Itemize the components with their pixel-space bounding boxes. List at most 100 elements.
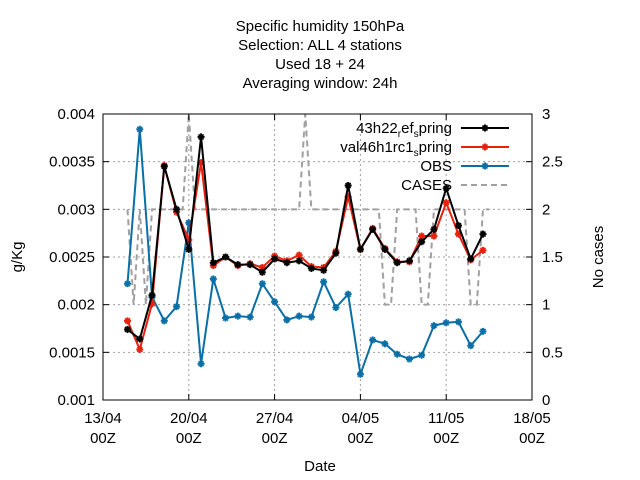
data-point xyxy=(454,318,462,326)
data-point xyxy=(332,249,340,257)
data-point xyxy=(258,280,266,288)
data-point xyxy=(442,199,450,207)
data-point xyxy=(393,350,401,358)
legend-entry: CASES xyxy=(401,177,509,194)
x-tick-label: 20/04 xyxy=(170,410,208,427)
data-point xyxy=(369,225,377,233)
data-point xyxy=(222,253,230,261)
data-point xyxy=(246,261,254,269)
data-point xyxy=(124,280,132,288)
legend-label: CASES xyxy=(401,177,452,194)
data-point xyxy=(479,246,487,254)
data-point xyxy=(454,222,462,230)
y2-tick-label: 2.5 xyxy=(542,154,563,171)
legend-label: 43h22refspring xyxy=(356,120,452,140)
plot-frame xyxy=(102,113,533,401)
y-tick-label: 0.004 xyxy=(57,106,95,123)
legend-marker xyxy=(481,124,489,132)
data-point xyxy=(356,245,364,253)
data-point xyxy=(405,355,413,363)
data-point xyxy=(209,259,217,267)
x-axis-label: Date xyxy=(304,458,336,475)
y2-tick-label: 0.5 xyxy=(542,344,563,361)
x-tick-labels: 13/04 00Z 20/04 00Z 27/04 00Z 04/05 00Z 11/05 00Z… xyxy=(84,410,551,447)
data-point xyxy=(197,360,205,368)
x-tick-label-hour: 00Z xyxy=(347,430,373,447)
data-point xyxy=(356,370,364,378)
legend-entry: 43h22refspring xyxy=(356,120,509,140)
data-point xyxy=(393,259,401,267)
title-line: Selection: ALL 4 stations xyxy=(238,37,402,54)
data-point xyxy=(160,162,168,170)
data-point xyxy=(209,275,217,283)
data-point xyxy=(320,266,328,274)
title-line: Specific humidity 150hPa xyxy=(236,18,405,35)
data-point xyxy=(381,340,389,348)
y2-axis-label: No cases xyxy=(590,226,607,289)
y-tick-label: 0.001 xyxy=(57,392,95,409)
y-tick-labels: 0.001 0.0015 0.002 0.0025 0.003 0.0035 0.004 xyxy=(49,106,95,409)
x-tick-label: 04/05 xyxy=(342,410,380,427)
data-point xyxy=(222,314,230,322)
y2-tick-label: 3 xyxy=(542,106,550,123)
data-point xyxy=(295,257,303,265)
legend-entry: OBS xyxy=(420,158,509,175)
x-tick-label-hour: 00Z xyxy=(519,430,545,447)
data-point xyxy=(258,268,266,276)
data-point xyxy=(136,335,144,343)
data-point xyxy=(185,245,193,253)
legend-label: val46h1rc1spring xyxy=(340,139,452,159)
y2-tick-label: 2 xyxy=(542,201,550,218)
data-point xyxy=(148,291,156,299)
legend-label: OBS xyxy=(420,158,452,175)
x-tick-label: 11/05 xyxy=(428,410,464,427)
y2-tick-labels: 0 0.5 1 1.5 2 2.5 3 xyxy=(542,106,563,409)
data-point xyxy=(271,298,279,306)
data-point xyxy=(160,317,168,325)
data-point xyxy=(467,255,475,263)
data-point xyxy=(307,264,315,272)
data-point xyxy=(344,290,352,298)
data-point xyxy=(442,184,450,192)
x-tick-label-hour: 00Z xyxy=(176,430,202,447)
y-tick-label: 0.0015 xyxy=(49,344,95,361)
legend-marker xyxy=(481,162,489,170)
data-point xyxy=(369,336,377,344)
x-tick-label-hour: 00Z xyxy=(433,430,459,447)
data-point xyxy=(124,325,132,333)
data-point xyxy=(234,312,242,320)
data-point xyxy=(381,245,389,253)
data-point xyxy=(173,205,181,213)
y-tick-label: 0.0025 xyxy=(49,249,95,266)
series-cases xyxy=(126,113,490,306)
data-point xyxy=(307,313,315,321)
x-tick-label: 13/04 xyxy=(84,410,122,427)
data-point xyxy=(295,312,303,320)
data-point xyxy=(479,327,487,335)
series-line xyxy=(126,113,490,306)
y2-tick-label: 0 xyxy=(542,392,550,409)
title-line: Used 18 + 24 xyxy=(275,56,365,73)
data-point xyxy=(418,238,426,246)
axis-ticks xyxy=(102,113,533,401)
grid-lines xyxy=(103,114,532,400)
data-point xyxy=(430,322,438,330)
data-point xyxy=(283,259,291,267)
title-line: Averaging window: 24h xyxy=(243,75,398,92)
y2-tick-label: 1 xyxy=(542,297,550,314)
data-point xyxy=(418,351,426,359)
x-tick-label-hour: 00Z xyxy=(90,430,116,447)
data-point xyxy=(430,225,438,233)
x-tick-label: 27/04 xyxy=(256,410,294,427)
data-point xyxy=(271,255,279,263)
data-point xyxy=(246,313,254,321)
data-point xyxy=(124,317,132,325)
data-point xyxy=(320,278,328,286)
data-point xyxy=(467,342,475,350)
legend-entry: val46h1rc1spring xyxy=(340,139,509,159)
data-point xyxy=(173,303,181,311)
y-tick-label: 0.0035 xyxy=(49,154,95,171)
data-point xyxy=(136,345,144,353)
